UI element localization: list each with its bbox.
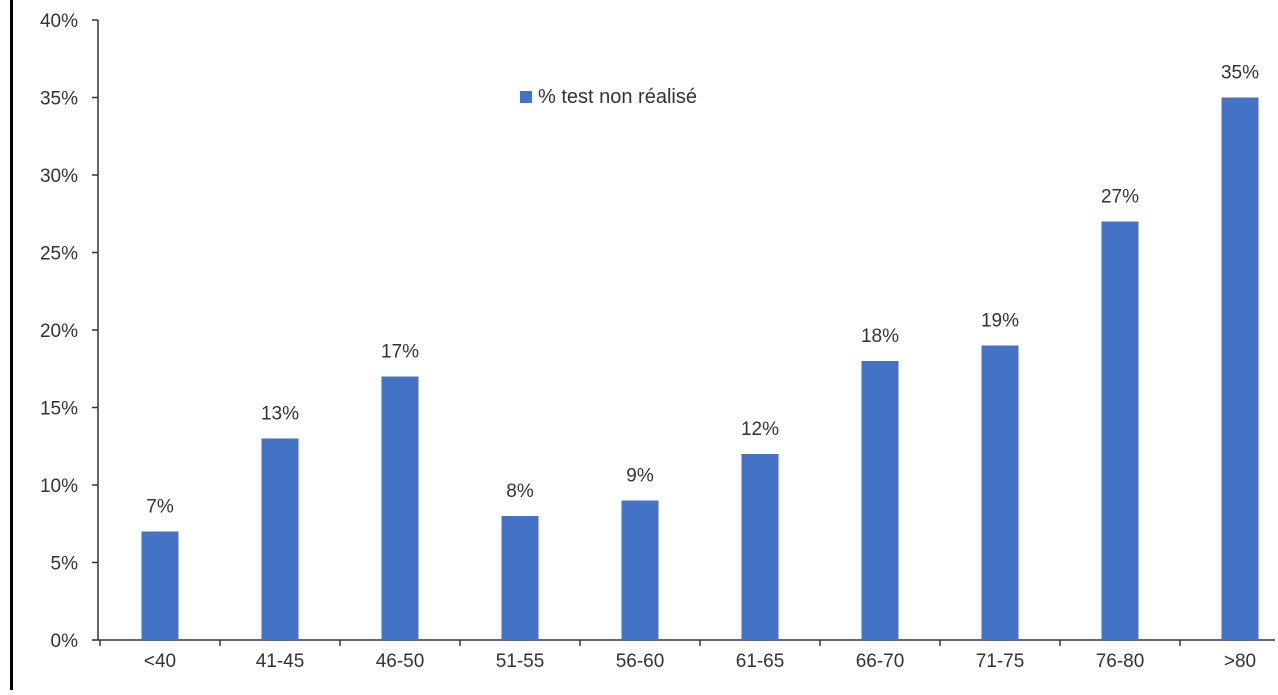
data-label: 13% [261, 404, 299, 425]
legend-label: % test non réalisé [538, 86, 697, 108]
data-label: 35% [1221, 63, 1259, 84]
y-tick-label: 0% [51, 631, 79, 652]
data-label: 7% [146, 497, 174, 518]
x-tick-label: 46-50 [376, 651, 425, 672]
bar [861, 361, 899, 640]
x-tick-label: >80 [1224, 651, 1256, 672]
y-tick-label: 35% [40, 89, 78, 110]
bar [141, 531, 179, 640]
data-label: 8% [506, 481, 534, 502]
y-tick-label: 20% [40, 321, 78, 342]
x-tick-label: 41-45 [256, 651, 305, 672]
legend-swatch [520, 91, 532, 103]
y-tick-label: 40% [40, 11, 78, 32]
data-label: 18% [861, 326, 899, 347]
y-tick-label: 10% [40, 476, 78, 497]
data-label: 12% [741, 419, 779, 440]
bars-layer [141, 97, 1259, 640]
labels-layer: <40 7% 41-45 13% 46-50 17% 51-55 8% 56-60 9% 61-65… [144, 63, 1259, 673]
bar [741, 454, 779, 640]
bar [261, 438, 299, 640]
bar [501, 516, 539, 640]
x-tick-label: 61-65 [736, 651, 785, 672]
x-tick-label: 51-55 [496, 651, 545, 672]
x-tick-label: 66-70 [856, 651, 905, 672]
bar [981, 345, 1019, 640]
x-tick-label: 56-60 [616, 651, 665, 672]
data-label: 9% [626, 466, 654, 487]
x-tick-label: 76-80 [1096, 651, 1145, 672]
data-label: 17% [381, 342, 419, 363]
left-border [10, 0, 13, 690]
data-label: 19% [981, 311, 1019, 332]
bar [1221, 97, 1259, 640]
y-tick-label: 5% [51, 554, 79, 575]
bar [381, 376, 419, 640]
y-tick-label: 30% [40, 166, 78, 187]
bar [621, 500, 659, 640]
y-tick-label: 25% [40, 244, 78, 265]
bar [1101, 221, 1139, 640]
data-label: 27% [1101, 187, 1139, 208]
x-tick-label: <40 [144, 651, 176, 672]
legend: % test non réalisé [520, 86, 697, 108]
x-tick-label: 71-75 [976, 651, 1025, 672]
y-tick-label: 15% [40, 399, 78, 420]
